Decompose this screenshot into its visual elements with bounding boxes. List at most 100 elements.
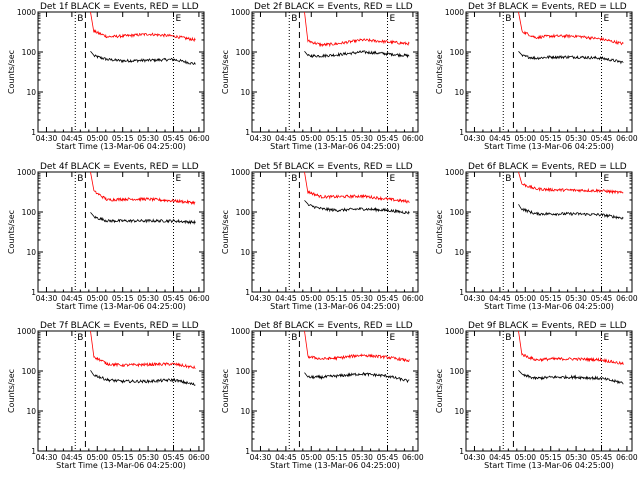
x-axis-label: Start Time (13-Mar-06 04:25:00)	[56, 142, 186, 151]
detector-panel-9: Det 9f BLACK = Events, RED = LLD 1 10 100 10…	[435, 321, 638, 470]
y-tick-label: 1000	[17, 327, 36, 336]
y-tick-label: 10	[26, 248, 36, 257]
x-tick-label: 05:45	[591, 294, 613, 303]
y-tick-label: 10	[240, 407, 250, 416]
y-tick-label: 1000	[231, 327, 250, 336]
x-tick-label: 05:45	[377, 453, 399, 462]
events-trace	[518, 204, 624, 220]
x-tick-label: 05:00	[514, 453, 536, 462]
x-tick-label: 05:45	[377, 294, 399, 303]
x-tick-label: 05:30	[351, 134, 373, 143]
end-label: E	[390, 14, 396, 24]
x-tick-label: 04:45	[275, 453, 297, 462]
x-tick-label: 05:15	[326, 134, 348, 143]
panel-title: Det 8f BLACK = Events, RED = LLD	[254, 321, 413, 331]
begin-label: B	[505, 333, 511, 343]
x-tick-label: 05:00	[86, 134, 108, 143]
y-tick-label: 10	[454, 248, 464, 257]
x-tick-label: 04:30	[36, 134, 58, 143]
x-tick-label: 05:45	[163, 294, 185, 303]
end-label: E	[604, 174, 610, 184]
x-tick-label: 05:15	[112, 134, 134, 143]
panel-title: Det 7f BLACK = Events, RED = LLD	[40, 321, 199, 331]
x-tick-label: 05:15	[540, 453, 562, 462]
x-tick-label: 04:30	[250, 294, 272, 303]
events-trace	[518, 51, 624, 65]
detector-panel-7: Det 7f BLACK = Events, RED = LLD 1 10 100 10…	[7, 321, 210, 470]
y-tick-label: 100	[22, 367, 37, 376]
y-tick-label: 100	[22, 48, 37, 57]
events-trace	[90, 51, 196, 65]
x-tick-label: 05:45	[377, 134, 399, 143]
y-tick-label: 10	[240, 88, 250, 97]
x-tick-label: 04:45	[489, 453, 511, 462]
plot-frame	[465, 330, 633, 452]
x-tick-label: 04:45	[61, 294, 83, 303]
y-tick-label: 1	[459, 128, 464, 137]
y-tick-label: 1	[245, 128, 250, 137]
detector-panel-1: Det 1f BLACK = Events, RED = LLD 1 10 100 10…	[7, 2, 210, 151]
detector-panel-6: Det 6f BLACK = Events, RED = LLD 1 10 100 10…	[435, 162, 638, 311]
y-tick-label: 1000	[445, 168, 464, 177]
x-axis-label: Start Time (13-Mar-06 04:25:00)	[484, 302, 614, 311]
y-tick-label: 1000	[231, 8, 250, 17]
plot-frame	[37, 330, 205, 452]
x-tick-label: 06:00	[402, 453, 424, 462]
x-tick-label: 05:00	[86, 453, 108, 462]
x-tick-label: 04:30	[36, 453, 58, 462]
lld-trace	[90, 11, 196, 43]
x-tick-label: 05:30	[351, 294, 373, 303]
y-axis-label: Counts/sec	[435, 210, 444, 254]
y-tick-label: 1	[245, 288, 250, 297]
events-trace	[518, 370, 624, 385]
x-tick-label: 04:45	[489, 294, 511, 303]
y-tick-label: 10	[26, 407, 36, 416]
x-tick-label: 05:00	[86, 294, 108, 303]
x-axis-label: Start Time (13-Mar-06 04:25:00)	[270, 142, 400, 151]
x-tick-label: 06:00	[402, 134, 424, 143]
x-tick-label: 05:00	[514, 134, 536, 143]
x-axis-label: Start Time (13-Mar-06 04:25:00)	[270, 461, 400, 470]
x-tick-label: 04:30	[250, 134, 272, 143]
x-axis-label: Start Time (13-Mar-06 04:25:00)	[56, 461, 186, 470]
x-tick-label: 05:15	[540, 294, 562, 303]
y-tick-label: 1	[459, 447, 464, 456]
x-tick-label: 06:00	[616, 294, 638, 303]
x-tick-label: 05:30	[565, 453, 587, 462]
x-tick-label: 06:00	[616, 453, 638, 462]
x-tick-label: 04:30	[464, 134, 486, 143]
x-tick-label: 05:00	[300, 453, 322, 462]
x-tick-label: 05:00	[300, 294, 322, 303]
events-trace	[304, 50, 410, 59]
y-tick-label: 10	[454, 88, 464, 97]
detector-panel-3: Det 3f BLACK = Events, RED = LLD 1 10 100 10…	[435, 2, 638, 151]
y-tick-label: 1	[245, 447, 250, 456]
begin-label: B	[505, 174, 511, 184]
plot-frame	[37, 171, 205, 293]
x-tick-label: 04:45	[275, 294, 297, 303]
y-tick-label: 100	[236, 208, 251, 217]
x-axis-label: Start Time (13-Mar-06 04:25:00)	[270, 302, 400, 311]
y-axis-label: Counts/sec	[221, 369, 230, 413]
plot-frame	[465, 11, 633, 133]
y-axis-label: Counts/sec	[7, 369, 16, 413]
end-label: E	[604, 14, 610, 24]
x-tick-label: 04:45	[61, 453, 83, 462]
x-tick-label: 05:30	[137, 294, 159, 303]
y-axis-label: Counts/sec	[221, 50, 230, 94]
panel-title: Det 5f BLACK = Events, RED = LLD	[254, 162, 413, 172]
lld-trace	[90, 171, 196, 206]
x-tick-label: 05:00	[300, 134, 322, 143]
x-tick-label: 05:15	[326, 453, 348, 462]
y-tick-label: 1	[31, 288, 36, 297]
end-label: E	[176, 174, 182, 184]
x-tick-label: 05:45	[163, 134, 185, 143]
events-trace	[304, 200, 410, 215]
x-axis-label: Start Time (13-Mar-06 04:25:00)	[56, 302, 186, 311]
x-tick-label: 04:45	[489, 134, 511, 143]
x-tick-label: 05:45	[591, 453, 613, 462]
lld-trace	[304, 171, 410, 204]
end-label: E	[390, 174, 396, 184]
y-tick-label: 100	[236, 367, 251, 376]
